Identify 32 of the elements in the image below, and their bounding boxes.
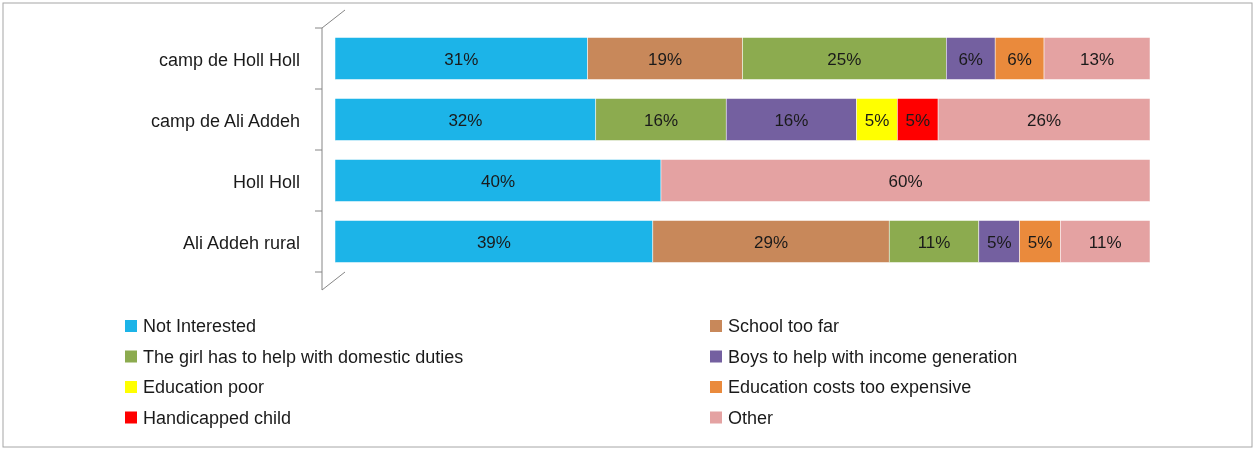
legend-label: The girl has to help with domestic duties bbox=[143, 346, 464, 367]
data-label: 11% bbox=[917, 232, 951, 252]
data-label: 16% bbox=[643, 110, 679, 130]
legend-label: Other bbox=[728, 407, 774, 428]
data-label: 25% bbox=[827, 49, 862, 69]
legend-label: School too far bbox=[728, 316, 840, 336]
legend-label: Education costs too expensive bbox=[728, 377, 972, 397]
data-label: 5% bbox=[864, 110, 890, 130]
data-label: 6% bbox=[1007, 49, 1032, 69]
data-label: 5% bbox=[905, 110, 931, 130]
data-label: 11% bbox=[1088, 232, 1122, 252]
legend-label: Boys to help with income generation bbox=[728, 346, 1018, 367]
y-tick-label: Ali Addeh rural bbox=[182, 232, 300, 253]
data-label: 13% bbox=[1080, 49, 1115, 69]
data-label: 31% bbox=[444, 49, 479, 69]
y-tick-label: camp de Holl Holl bbox=[158, 49, 300, 70]
data-label: 29% bbox=[754, 232, 789, 252]
y-tick-label: camp de Ali Addeh bbox=[150, 110, 300, 131]
legend-label: Handicapped child bbox=[143, 407, 292, 428]
data-label: 40% bbox=[480, 171, 516, 191]
data-label: 32% bbox=[448, 110, 483, 130]
data-label: 39% bbox=[476, 232, 511, 252]
data-label: 19% bbox=[648, 49, 683, 69]
data-label: 5% bbox=[986, 232, 1012, 252]
data-label: 6% bbox=[958, 49, 983, 69]
legend-label: Not Interested bbox=[143, 316, 257, 336]
data-label: 26% bbox=[1027, 110, 1062, 130]
y-tick-label: Holl Holl bbox=[232, 171, 300, 192]
legend-label: Education poor bbox=[143, 377, 265, 397]
data-label: 60% bbox=[888, 171, 923, 191]
data-label: 5% bbox=[1027, 232, 1053, 252]
data-label: 16% bbox=[774, 110, 809, 130]
